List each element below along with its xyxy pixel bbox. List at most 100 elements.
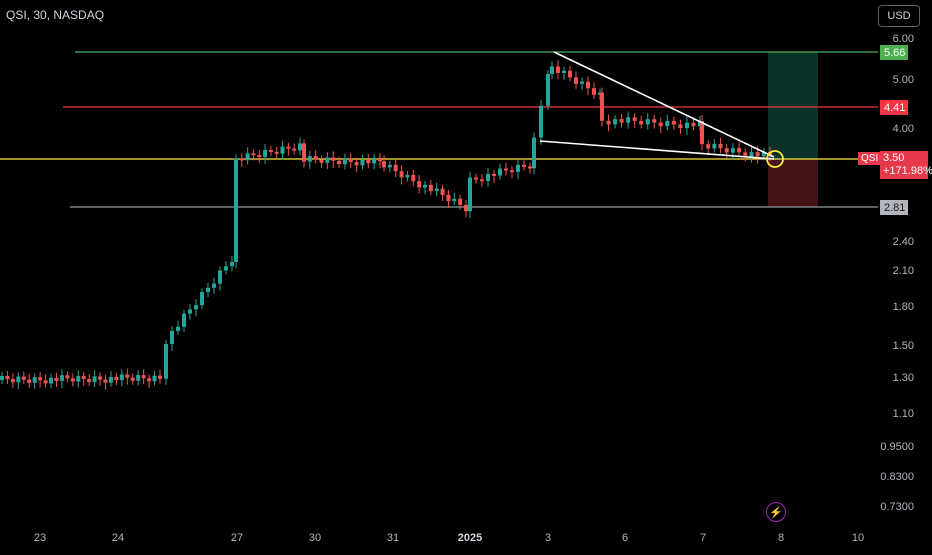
candle-body	[417, 181, 422, 188]
candle-body	[645, 119, 650, 125]
candle-body	[43, 380, 48, 384]
candle-body	[498, 168, 502, 176]
candle-body	[76, 375, 81, 382]
candle-body	[98, 376, 103, 380]
candle-body	[458, 198, 463, 205]
candle-body	[65, 375, 70, 379]
candle-body	[586, 81, 590, 89]
wedge-lower-trendline[interactable]	[539, 140, 775, 160]
candle-body	[691, 122, 696, 127]
price-change: +171.98%	[883, 165, 932, 177]
candle-body	[510, 170, 514, 173]
candle-body	[556, 66, 560, 73]
y-tick: 6.00	[892, 33, 914, 45]
candle-body	[724, 148, 729, 153]
x-tick: 27	[230, 532, 244, 544]
level-label-4-41: 4.41	[884, 102, 906, 114]
x-tick: 30	[308, 532, 322, 544]
candle-body	[749, 152, 754, 157]
candle-body	[428, 184, 433, 192]
x-tick: 24	[111, 532, 125, 544]
candle-body	[516, 164, 520, 172]
candle-body	[665, 120, 670, 127]
candle-body	[761, 151, 766, 157]
level-badge-bg-4-41	[880, 100, 908, 115]
candle-body	[399, 171, 404, 178]
candle-body	[372, 157, 377, 164]
candle-body	[411, 174, 416, 182]
candle-body	[263, 149, 268, 157]
wedge-upper-trendline[interactable]	[553, 51, 775, 158]
candle-body	[170, 330, 174, 344]
candle-body	[136, 375, 141, 381]
level-label-5-66: 5.66	[884, 47, 906, 59]
candle-body	[755, 152, 760, 157]
candle-body	[382, 161, 386, 168]
candle-body	[378, 157, 382, 162]
candle-body	[114, 377, 119, 381]
candle-body	[274, 151, 279, 154]
candle-body	[393, 164, 398, 172]
candle-body	[592, 88, 596, 95]
candle-body	[152, 375, 157, 382]
breakout-marker[interactable]	[766, 150, 784, 168]
candle-body	[331, 157, 336, 161]
candle-body	[600, 92, 604, 121]
candle-body	[125, 374, 130, 378]
candle-body	[568, 70, 572, 78]
y-tick: 1.30	[892, 372, 914, 384]
x-tick: 2025	[457, 532, 483, 544]
candle-body	[302, 143, 306, 162]
candle-body	[38, 377, 43, 381]
candle-body	[423, 184, 427, 188]
candle-body	[158, 375, 162, 379]
candle-body	[257, 155, 262, 158]
candle-body	[574, 77, 578, 84]
candle-body	[492, 173, 496, 176]
candle-body	[434, 188, 439, 192]
current-price: 3.50	[883, 152, 905, 164]
candle-body	[16, 376, 21, 383]
candle-body	[486, 173, 490, 181]
candle-body	[0, 376, 4, 380]
candle-body	[562, 70, 566, 73]
candle-body	[218, 270, 222, 284]
candle-body	[54, 377, 59, 381]
x-tick: 6	[621, 532, 629, 544]
currency-button[interactable]: USD	[878, 5, 920, 27]
candle-body	[245, 153, 250, 161]
candle-body	[188, 309, 192, 314]
candle-body	[10, 379, 15, 383]
x-tick: 23	[33, 532, 47, 544]
candle-body	[92, 376, 97, 383]
candle-body	[480, 179, 484, 182]
candle-body	[737, 148, 742, 153]
candle-body	[743, 152, 748, 157]
x-tick: 7	[699, 532, 707, 544]
candle-body	[286, 146, 291, 149]
candle-body	[652, 119, 657, 123]
candle-body	[452, 198, 457, 202]
candle-body	[626, 117, 631, 123]
candle-body	[387, 164, 392, 168]
candle-body	[342, 158, 347, 165]
candle-body	[119, 374, 124, 381]
y-tick: 5.00	[892, 74, 914, 86]
candle-body	[613, 119, 618, 125]
symbol-title[interactable]: QSI, 30, NASDAQ	[6, 8, 105, 22]
candle-body	[70, 378, 75, 382]
candle-body	[292, 148, 297, 151]
lightning-icon[interactable]: ⚡	[766, 502, 786, 522]
candle-body	[580, 81, 584, 84]
level-label-2-81: 2.81	[884, 202, 906, 214]
y-tick: 4.00	[892, 123, 914, 135]
y-tick: 2.10	[892, 265, 914, 277]
y-tick: 1.80	[892, 301, 914, 313]
candle-body	[130, 377, 135, 381]
candle-body	[32, 377, 37, 383]
candle-body	[684, 122, 689, 128]
candle-body	[103, 379, 108, 383]
y-tick: 2.40	[892, 236, 914, 248]
